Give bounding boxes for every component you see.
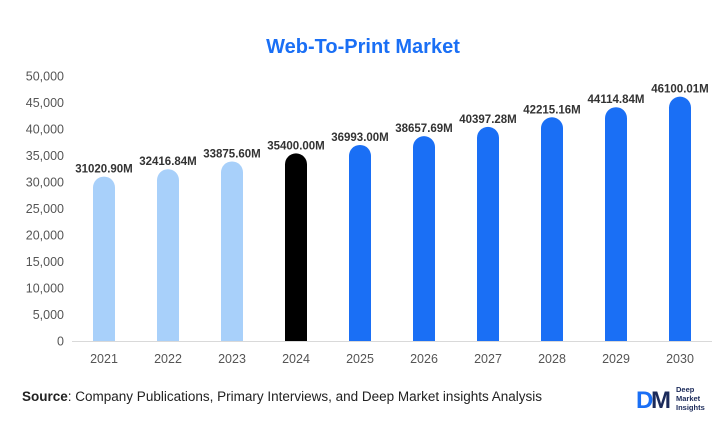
y-tick-label: 40,000: [26, 123, 64, 137]
bar-2023: [221, 161, 243, 341]
y-tick-label: 25,000: [26, 202, 64, 216]
data-label: 36993.00M: [331, 132, 389, 144]
bar-2025: [349, 144, 371, 341]
y-tick-label: 30,000: [26, 176, 64, 190]
bar-2021: [93, 176, 115, 341]
y-tick-label: 45,000: [26, 96, 64, 110]
data-label: 42215.16M: [523, 104, 581, 116]
x-tick-label: 2030: [666, 352, 694, 366]
data-label: 44114.84M: [588, 94, 645, 106]
x-tick-label: 2024: [282, 352, 310, 366]
y-tick-label: 5,000: [33, 308, 64, 322]
x-tick-label: 2027: [474, 352, 502, 366]
bar-2028: [541, 117, 563, 341]
x-tick-label: 2022: [154, 352, 182, 366]
y-tick-label: 0: [57, 335, 64, 349]
logo-line-2: Market: [676, 394, 701, 403]
logo-line-1: Deep: [676, 385, 695, 394]
bar-2026: [413, 136, 435, 341]
y-tick-label: 20,000: [26, 229, 64, 243]
bar-2029: [605, 107, 627, 341]
bar-2027: [477, 126, 499, 341]
x-tick-label: 2028: [538, 352, 566, 366]
data-label: 38657.69M: [395, 123, 453, 135]
logo-mark-icon: D M: [636, 387, 671, 414]
bar-2024: [285, 153, 307, 341]
bar-2022: [157, 169, 179, 341]
data-label: 32416.84M: [139, 156, 197, 168]
svg-text:M: M: [651, 387, 671, 414]
data-label: 33875.60M: [203, 148, 261, 160]
x-tick-label: 2026: [410, 352, 438, 366]
source-text: : Company Publications, Primary Intervie…: [67, 389, 542, 404]
y-tick-label: 10,000: [26, 282, 64, 296]
logo-text: Deep Market Insights: [676, 385, 705, 412]
logo-line-3: Insights: [676, 403, 705, 412]
source-label: Source: [22, 389, 68, 404]
company-logo: D M Deep Market Insights: [636, 384, 716, 414]
bar-2030: [669, 96, 691, 341]
x-tick-label: 2025: [346, 352, 374, 366]
y-tick-label: 35,000: [26, 149, 64, 163]
data-label: 40397.28M: [459, 114, 517, 126]
y-tick-label: 15,000: [26, 255, 64, 269]
source-note: Source: Company Publications, Primary In…: [22, 389, 542, 404]
x-tick-label: 2021: [90, 352, 118, 366]
data-label: 35400.00M: [267, 140, 325, 152]
y-tick-label: 50,000: [26, 70, 64, 84]
chart-title: Web-To-Print Market: [266, 36, 460, 58]
svg-text:D: D: [636, 387, 653, 414]
x-tick-label: 2029: [602, 352, 630, 366]
data-label: 31020.90M: [75, 164, 133, 176]
data-label: 46100.01M: [651, 84, 709, 96]
x-tick-label: 2023: [218, 352, 246, 366]
